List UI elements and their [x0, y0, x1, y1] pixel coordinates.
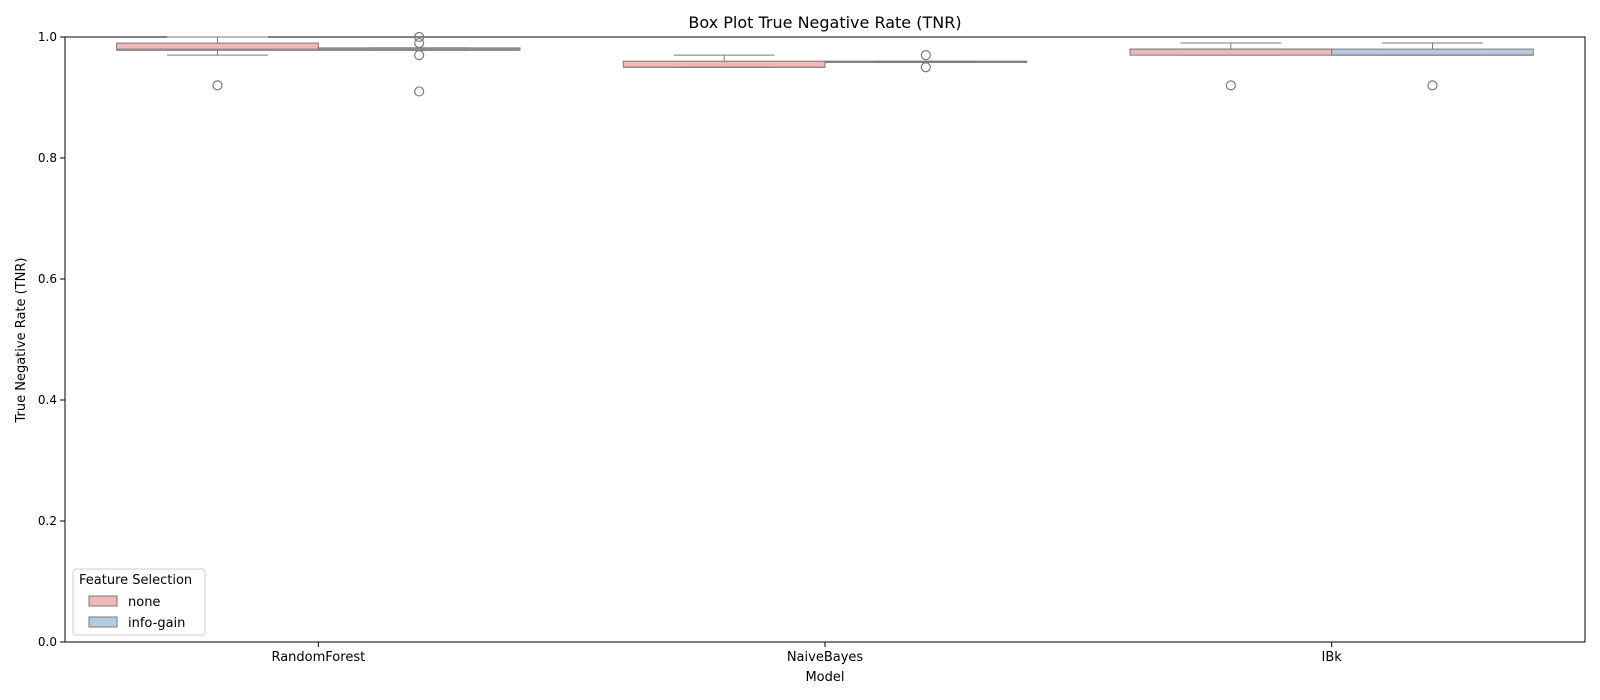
outlier-point — [414, 37, 425, 49]
box-body — [622, 60, 826, 68]
legend-swatch-info-gain — [88, 616, 118, 628]
box-body — [1129, 48, 1333, 56]
outlier-point — [414, 31, 425, 43]
outlier-point — [414, 50, 425, 61]
outlier-point — [920, 62, 931, 73]
outlier-point — [414, 86, 425, 97]
y-axis-label: True Negative Rate (TNR) — [14, 257, 29, 423]
legend-entry-none: none — [128, 595, 160, 610]
axes-frame — [64, 36, 1586, 643]
box-none-RandomForest — [116, 36, 319, 91]
legend-entry-info-gain: info-gain — [128, 616, 185, 631]
chart-title: Box Plot True Negative Rate (TNR) — [688, 13, 961, 32]
legend-swatch-none — [88, 595, 118, 607]
legend-title: Feature Selection — [79, 573, 192, 588]
box-info-gain-RandomForest — [317, 31, 521, 97]
x-tick-label: RandomForest — [271, 650, 365, 665]
outlier-point — [212, 80, 223, 91]
x-axis-label: Model — [805, 670, 844, 685]
box-info-gain-NaiveBayes — [824, 50, 1028, 73]
box-none-NaiveBayes — [622, 54, 826, 68]
box-body — [1331, 48, 1534, 56]
y-tick-label: 0.0 — [38, 635, 57, 649]
box-body — [116, 42, 319, 51]
y-tick-label: 0.8 — [38, 151, 57, 165]
plot-area: 0.0 0.2 0.4 0.6 0.8 1.0 RandomForest NaiveBayes… — [38, 30, 1586, 665]
outlier-point — [1427, 80, 1438, 91]
y-tick-label: 1.0 — [38, 30, 57, 44]
outlier-point — [1225, 80, 1236, 91]
x-tick-label: IBk — [1322, 650, 1343, 665]
y-tick-label: 0.2 — [38, 514, 57, 528]
legend: Feature Selection none info-gain — [72, 568, 206, 636]
y-tick-label: 0.4 — [38, 393, 57, 407]
y-tick-label: 0.6 — [38, 272, 57, 286]
box-none-IBk — [1129, 42, 1333, 91]
x-tick-label: NaiveBayes — [787, 650, 864, 665]
box-info-gain-IBk — [1331, 42, 1534, 91]
outlier-point — [920, 50, 931, 61]
